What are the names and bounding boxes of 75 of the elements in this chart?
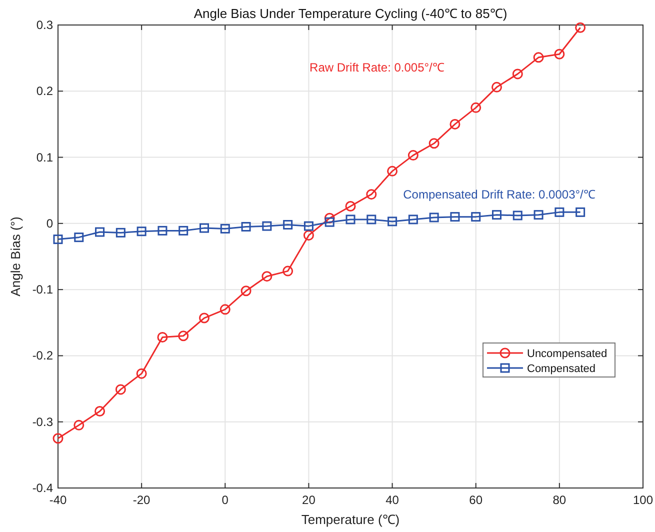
point xyxy=(388,216,398,226)
annotation: Raw Drift Rate: 0.005°/℃ xyxy=(310,60,444,74)
point xyxy=(158,226,168,236)
point xyxy=(512,210,522,220)
y-tick-label: -0.4 xyxy=(32,481,54,495)
x-tick-label: 80 xyxy=(552,493,566,507)
legend-label: Uncompensated xyxy=(527,348,608,360)
y-tick-label: -0.3 xyxy=(32,414,54,429)
point xyxy=(324,212,335,224)
point xyxy=(262,271,272,282)
x-axis-title: Temperature (℃) xyxy=(301,512,400,527)
y-tick-label: 0.2 xyxy=(36,84,54,98)
x-tick-label: 40 xyxy=(386,493,400,507)
point xyxy=(366,189,377,200)
point xyxy=(157,332,168,342)
y-tick-label: 0.3 xyxy=(36,18,54,32)
x-tick-label: -20 xyxy=(132,493,151,507)
point xyxy=(95,227,105,237)
point xyxy=(366,214,376,224)
point xyxy=(450,212,460,222)
point xyxy=(94,406,106,417)
point xyxy=(240,286,252,296)
chart-title: Angle Bias Under Temperature Cycling (-40℃ to 85℃) xyxy=(194,6,508,21)
point xyxy=(52,433,64,444)
point xyxy=(53,234,63,244)
point xyxy=(220,304,230,315)
point xyxy=(492,210,502,220)
point xyxy=(534,210,544,220)
annotation: Compensated Drift Rate: 0.0003°/℃ xyxy=(403,188,596,202)
point xyxy=(408,150,418,161)
point xyxy=(324,217,334,227)
point xyxy=(470,102,482,113)
point xyxy=(429,212,439,222)
point xyxy=(200,223,209,233)
legend-label: Compensated xyxy=(527,363,596,375)
point xyxy=(282,266,294,276)
point xyxy=(387,166,398,176)
point xyxy=(428,138,440,149)
x-tick-label: 100 xyxy=(632,493,654,507)
point xyxy=(408,214,418,224)
point xyxy=(554,48,565,60)
x-tick-label: 0 xyxy=(222,493,229,507)
point xyxy=(533,52,544,63)
x-tick-label: 20 xyxy=(302,493,316,507)
x-tick-label: 60 xyxy=(469,493,483,507)
point xyxy=(575,22,586,33)
point xyxy=(74,420,84,430)
point xyxy=(554,207,564,217)
point xyxy=(136,368,147,379)
point xyxy=(345,200,356,212)
point xyxy=(241,222,251,232)
point xyxy=(304,221,314,231)
point xyxy=(512,68,523,80)
y-tick-label: -0.2 xyxy=(32,348,54,363)
point xyxy=(262,221,272,231)
y-axis-title: Angle Bias (°) xyxy=(8,216,23,296)
point xyxy=(136,226,146,236)
point xyxy=(450,118,460,130)
point xyxy=(178,226,188,236)
point xyxy=(283,220,293,230)
point xyxy=(471,212,481,222)
y-tick-label: -0.1 xyxy=(32,282,54,297)
point xyxy=(115,384,126,395)
x-tick-label: -40 xyxy=(49,493,67,507)
point xyxy=(178,330,189,342)
point xyxy=(576,207,586,217)
y-tick-label: 0.1 xyxy=(36,150,54,164)
point xyxy=(346,214,356,224)
point xyxy=(492,82,502,92)
y-tick-label: 0 xyxy=(46,216,54,230)
point xyxy=(303,230,314,241)
point xyxy=(199,312,210,324)
point xyxy=(74,232,84,242)
point xyxy=(220,224,230,234)
point xyxy=(116,228,126,238)
